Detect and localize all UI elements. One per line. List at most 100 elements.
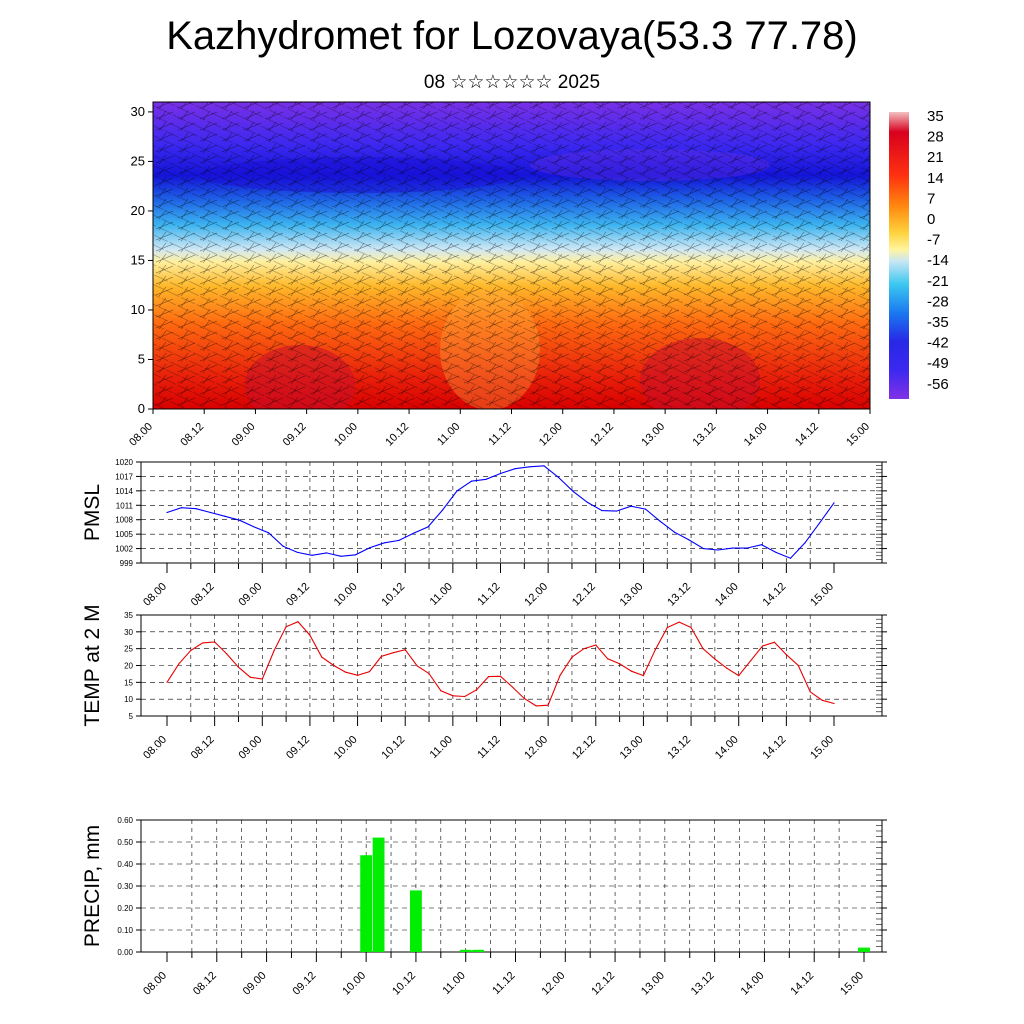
data-point (666, 626, 668, 629)
data-point (654, 649, 656, 651)
data-point (731, 547, 734, 549)
x-tick-label: 09.00 (241, 970, 269, 998)
colorbar-label: -7 (927, 232, 940, 249)
x-tick-label: 14.00 (713, 734, 741, 762)
x-tick-label: 09.00 (236, 734, 264, 762)
data-point (380, 655, 382, 658)
y-tick-label: 30 (131, 104, 145, 119)
data-point (688, 539, 690, 541)
x-tick-label: 14.00 (742, 421, 770, 449)
data-point (809, 691, 811, 693)
x-tick-label: 15.00 (844, 421, 872, 449)
x-tick-label: 09.00 (230, 421, 258, 449)
data-point (726, 667, 728, 669)
x-tick-label: 12.12 (570, 581, 598, 609)
data-point (543, 465, 545, 467)
y-tick-label: 1005 (115, 530, 133, 539)
x-tick-label: 14.12 (761, 581, 789, 609)
data-point (404, 649, 406, 651)
x-tick-label: 12.00 (522, 581, 550, 609)
data-point (325, 552, 328, 554)
x-tick-label: 10.12 (379, 581, 407, 609)
y-tick-label: 0.40 (117, 860, 133, 869)
y-tick-label: 1002 (115, 545, 133, 554)
x-tick-label: 13.00 (639, 421, 667, 449)
x-tick-label: 09.12 (281, 421, 309, 449)
data-point (416, 665, 418, 667)
colorbar-label: -14 (927, 252, 949, 269)
y-tick-label: 0.60 (117, 816, 133, 825)
x-tick-label: 11.12 (475, 734, 502, 761)
x-tick-label: 11.00 (428, 581, 455, 608)
colorbar-label: 14 (927, 170, 944, 187)
x-tick-label: 13.00 (639, 970, 667, 998)
chart-title: Kazhydromet for Lozovaya(53.3 77.78) (166, 14, 858, 58)
data-point (607, 658, 609, 660)
data-point (356, 674, 359, 676)
x-tick-label: 12.00 (522, 734, 550, 762)
data-point (673, 531, 676, 533)
data-point (180, 507, 183, 509)
colorbar-label: -35 (927, 314, 949, 331)
x-tick-label: 12.12 (588, 421, 616, 449)
y-tick-label: 1008 (115, 516, 133, 525)
x-tick-label: 08.00 (141, 581, 169, 609)
colorbar-label: 7 (927, 190, 935, 207)
data-point (440, 690, 442, 692)
y-tick-label: 30 (124, 628, 133, 637)
data-point (285, 626, 287, 628)
data-point (166, 681, 168, 683)
x-tick-label: 10.12 (390, 970, 418, 998)
colorbar: 35 28 21 14 7 0 -7 -14 -21 -28 -35 -42 -49 -56 (889, 108, 949, 399)
precip-bar (472, 949, 485, 952)
data-point (760, 544, 763, 546)
data-point (630, 505, 632, 507)
data-point (441, 509, 444, 511)
data-point (487, 676, 490, 678)
data-point (267, 532, 270, 534)
data-point (547, 704, 549, 706)
data-point (821, 699, 823, 701)
data-point (642, 675, 645, 677)
data-point (818, 522, 821, 524)
precip-bar (459, 949, 472, 952)
y-tick-label: 1014 (115, 487, 133, 496)
data-point (311, 554, 313, 556)
wind-vectors-secondary (153, 102, 870, 409)
y-tick-label: 15 (124, 678, 133, 687)
data-point (470, 480, 473, 482)
data-point (398, 539, 400, 541)
y-tick-label: 5 (129, 712, 134, 721)
data-point (368, 670, 371, 673)
y-tick-label: 1017 (115, 472, 133, 481)
x-tick-label: 11.00 (435, 421, 462, 448)
y-tick-label: 10 (131, 302, 145, 317)
data-point (166, 511, 168, 514)
data-point (412, 532, 415, 534)
x-tick-label: 10.00 (332, 421, 360, 449)
colorbar-label: -28 (927, 293, 949, 310)
y-axis-label: PMSL (81, 484, 104, 541)
panel-frame (140, 461, 883, 564)
data-point (797, 664, 799, 667)
x-tick-label: 13.12 (665, 734, 693, 762)
data-point (333, 664, 335, 667)
data-point (785, 654, 787, 656)
data-point (714, 658, 716, 660)
data-point (702, 547, 705, 550)
chart-subtitle: 08 ☆☆☆☆☆☆ 2025 (423, 72, 601, 93)
data-point (499, 675, 502, 677)
colorbar-label: 0 (927, 211, 935, 228)
colorbar-label: 35 (927, 108, 944, 125)
data-point (195, 508, 197, 510)
data-point (615, 510, 618, 512)
data-point (557, 476, 560, 478)
y-tick-label: 0.10 (117, 926, 133, 935)
data-point (369, 547, 371, 549)
y-tick-label: 0 (138, 401, 145, 416)
y-tick-label: 0.20 (117, 904, 133, 913)
data-point (456, 490, 458, 492)
data-point (190, 649, 192, 651)
data-point (297, 621, 299, 623)
data-point (535, 705, 537, 707)
